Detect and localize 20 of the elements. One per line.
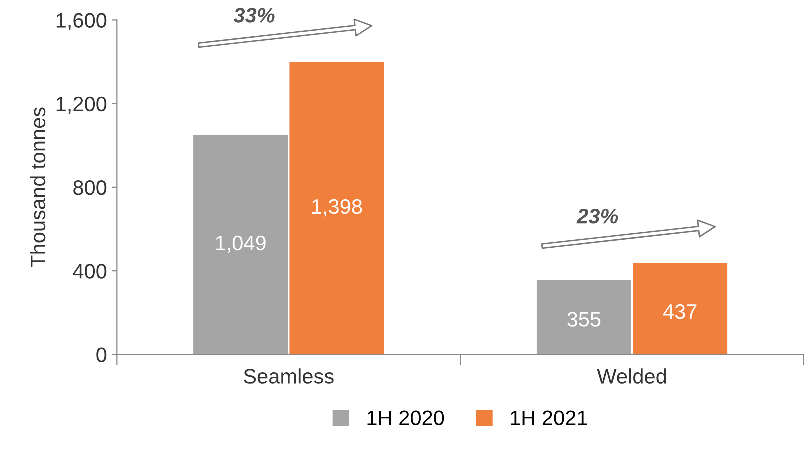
y-tick-label: 0 xyxy=(96,348,107,362)
data-label: 1,398 xyxy=(312,199,362,217)
data-label: 1,049 xyxy=(216,236,266,254)
y-tick-label: 1,600 xyxy=(56,13,107,30)
x-tick-label: Seamless xyxy=(244,368,334,384)
legend-label: 1H 2021 xyxy=(511,410,588,426)
data-label: 437 xyxy=(663,304,697,320)
y-tick-label: 400 xyxy=(73,264,107,279)
y-tick-label: 800 xyxy=(74,180,107,196)
annotation: 33% xyxy=(234,8,275,23)
bar xyxy=(633,263,728,355)
y-tick-label: 1,200 xyxy=(56,96,107,114)
bar xyxy=(194,135,288,355)
legend-label: 1H 2020 xyxy=(368,410,444,426)
bar xyxy=(290,62,384,355)
bar xyxy=(536,280,632,355)
annotation: 23% xyxy=(576,209,618,224)
data-label: 355 xyxy=(568,312,601,327)
x-tick-label: Welded xyxy=(597,368,666,384)
y-axis-title: Thousand tonnes xyxy=(30,108,46,268)
